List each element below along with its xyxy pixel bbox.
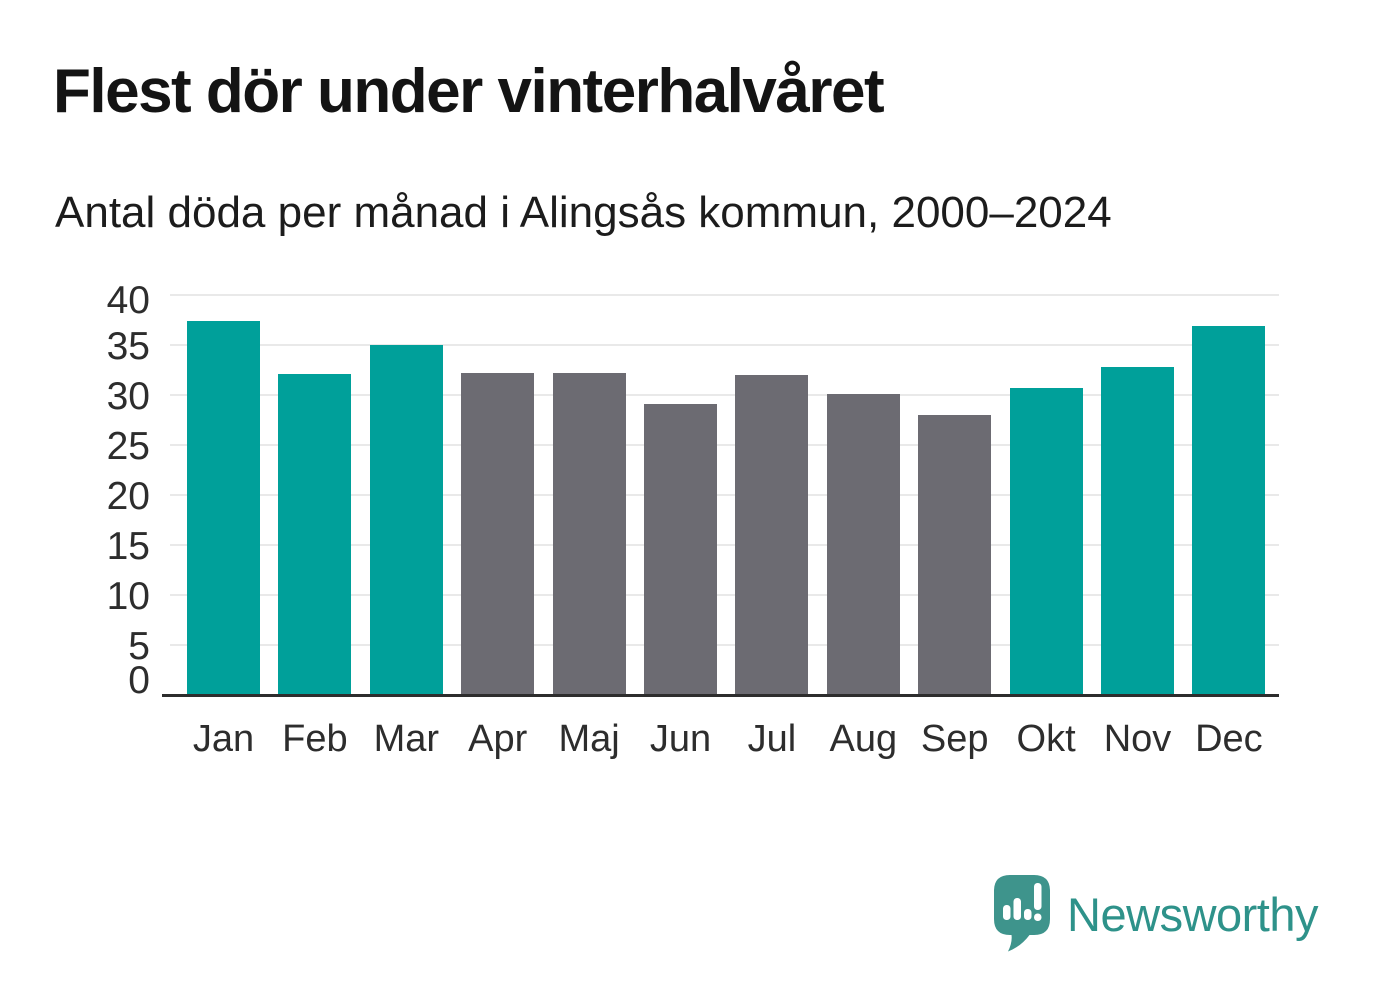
- logo-bar-1: [1003, 905, 1011, 920]
- y-tick-label-15: 15: [106, 525, 150, 568]
- x-tick-label-sep: Sep: [920, 718, 989, 760]
- logo-bar-3: [1024, 909, 1032, 920]
- x-tick-label-maj: Maj: [558, 718, 620, 760]
- gridline-30: [170, 394, 1279, 396]
- y-tick-label-40: 40: [106, 279, 150, 322]
- newsworthy-logo: Newsworthy: [993, 874, 1318, 954]
- x-tick-label-mar: Mar: [373, 718, 440, 760]
- newsworthy-logo-icon: [994, 875, 1051, 952]
- bar-aug: [826, 394, 900, 695]
- bar-maj: [552, 373, 626, 695]
- y-tick-label-20: 20: [106, 475, 150, 518]
- logo-bar-2: [1013, 898, 1022, 920]
- gridline-20: [170, 494, 1279, 496]
- y-tick-label-5: 5: [128, 625, 150, 668]
- x-tick-label-okt: Okt: [1016, 718, 1076, 760]
- x-tick-label-apr: Apr: [468, 718, 528, 760]
- bar-jan: [187, 321, 260, 695]
- logo-exclamation-dot: [1034, 913, 1042, 921]
- x-tick-label-jan: Jan: [192, 718, 255, 760]
- bar-dec: [1192, 326, 1266, 695]
- gridline-35: [170, 344, 1279, 346]
- x-axis-line: [162, 694, 1279, 697]
- bar-okt: [1009, 388, 1083, 695]
- x-tick-label-jun: Jun: [649, 718, 712, 760]
- gridline-25: [170, 444, 1279, 446]
- bar-feb: [278, 374, 352, 695]
- chart-title: Flest dör under vinterhalvåret: [53, 57, 885, 126]
- x-tick-label-dec: Dec: [1195, 718, 1263, 760]
- x-tick-label-aug: Aug: [829, 718, 898, 760]
- bar-apr: [461, 373, 535, 695]
- gridline-5: [170, 644, 1279, 646]
- y-tick-label-10: 10: [106, 575, 150, 618]
- bar-nov: [1101, 367, 1174, 695]
- logo-exclamation-line: [1034, 883, 1042, 910]
- bar-sep: [918, 415, 992, 695]
- bar-chart-plot-area: [170, 294, 1279, 695]
- bar-mar: [369, 345, 443, 695]
- x-tick-label-feb: Feb: [282, 718, 348, 760]
- y-tick-label-25: 25: [106, 425, 150, 468]
- x-tick-label-nov: Nov: [1103, 718, 1172, 760]
- chart-subtitle: Antal döda per månad i Alingsås kommun, …: [55, 188, 1112, 237]
- bar-jun: [644, 404, 717, 695]
- y-tick-label-0: 0: [128, 659, 150, 702]
- gridline-10: [170, 594, 1279, 596]
- gridline-15: [170, 544, 1279, 546]
- gridline-40: [170, 294, 1279, 296]
- y-tick-label-35: 35: [106, 325, 150, 368]
- x-tick-label-jul: Jul: [747, 718, 797, 760]
- newsworthy-logo-text: Newsworthy: [1067, 887, 1318, 941]
- bar-jul: [735, 375, 809, 695]
- y-tick-label-30: 30: [106, 375, 150, 418]
